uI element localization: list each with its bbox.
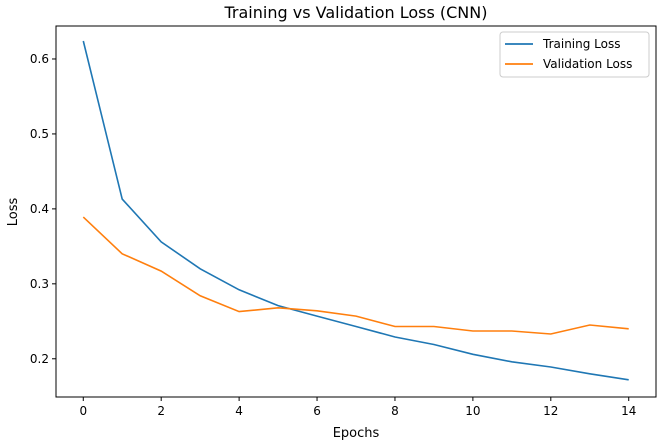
plot-area: 0 2 4 6 8 10 12 14 0.2 0.3 0.4 0.5 0.6: [30, 25, 657, 418]
y-tick-label: 0.3: [30, 277, 49, 291]
legend: Training Loss Validation Loss: [499, 31, 650, 78]
x-tick-label: 0: [79, 404, 87, 418]
y-tick-label: 0.4: [30, 202, 49, 216]
x-tick-label: 8: [391, 404, 399, 418]
legend-box: [499, 31, 650, 78]
x-tick-label: 14: [621, 404, 636, 418]
y-axis-label: Loss: [6, 198, 21, 227]
x-tick-label: 2: [157, 404, 165, 418]
y-tick-label: 0.5: [30, 127, 49, 141]
axes-frame: [55, 25, 657, 398]
x-tick-label: 10: [465, 404, 480, 418]
x-tick-label: 4: [235, 404, 243, 418]
y-tick-label: 0.2: [30, 352, 49, 366]
y-tick-label: 0.6: [30, 52, 49, 66]
chart-title: Training vs Validation Loss (CNN): [224, 3, 488, 22]
legend-label: Training Loss: [542, 37, 620, 51]
series-line-training: [82, 40, 629, 381]
x-axis-label: Epochs: [333, 426, 380, 441]
x-tick-label: 6: [313, 404, 321, 418]
legend-label: Validation Loss: [543, 57, 632, 71]
series-line-validation: [82, 216, 629, 335]
x-tick-label: 12: [543, 404, 558, 418]
